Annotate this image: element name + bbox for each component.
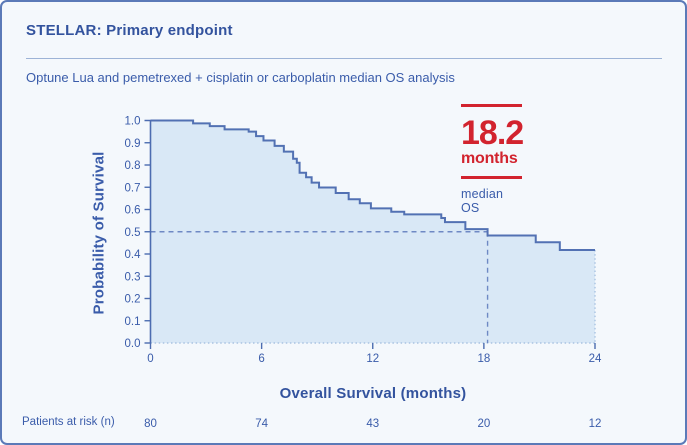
patients-at-risk-count: 43 — [366, 418, 379, 430]
median-os-value: 18.2 — [461, 114, 524, 152]
y-tick-label: 0.3 — [125, 271, 141, 283]
median-os-label: median OS — [461, 187, 504, 215]
callout-top-rule — [461, 104, 522, 107]
page-title: STELLAR: Primary endpoint — [26, 22, 233, 39]
patients-at-risk-count: 74 — [255, 418, 268, 430]
x-tick-label: 18 — [477, 353, 490, 365]
y-tick-label: 0.2 — [125, 294, 141, 306]
patients-at-risk-count: 12 — [589, 418, 602, 430]
x-tick-label: 0 — [147, 353, 153, 365]
patients-at-risk-count: 80 — [144, 418, 157, 430]
km-curve-line — [150, 119, 595, 251]
y-tick-label: 0.7 — [125, 182, 141, 194]
y-tick-label: 1.0 — [125, 116, 141, 128]
x-tick-label: 12 — [366, 353, 379, 365]
patients-at-risk-count: 20 — [477, 418, 490, 430]
km-curve-area — [150, 120, 595, 343]
y-tick-label: 0.0 — [125, 338, 141, 350]
x-tick-label: 6 — [258, 353, 264, 365]
median-os-callout: 18.2 months median OS — [461, 104, 525, 215]
y-tick-label: 0.6 — [125, 205, 141, 217]
chart-subtitle: Optune Lua and pemetrexed + cisplatin or… — [26, 70, 455, 85]
y-tick-label: 0.1 — [125, 316, 141, 328]
y-axis-title: Probability of Survival — [90, 151, 108, 315]
callout-bottom-rule — [461, 176, 522, 179]
y-tick-label: 0.9 — [125, 138, 141, 150]
y-tick-label: 0.4 — [125, 249, 142, 261]
y-tick-label: 0.5 — [125, 227, 141, 239]
patients-at-risk-label: Patients at risk (n) — [22, 416, 115, 428]
x-tick-label: 24 — [589, 353, 602, 365]
x-axis-title: Overall Survival (months) — [279, 385, 467, 402]
median-os-unit: months — [461, 150, 518, 167]
header-divider — [26, 58, 662, 59]
y-tick-label: 0.8 — [125, 160, 141, 172]
